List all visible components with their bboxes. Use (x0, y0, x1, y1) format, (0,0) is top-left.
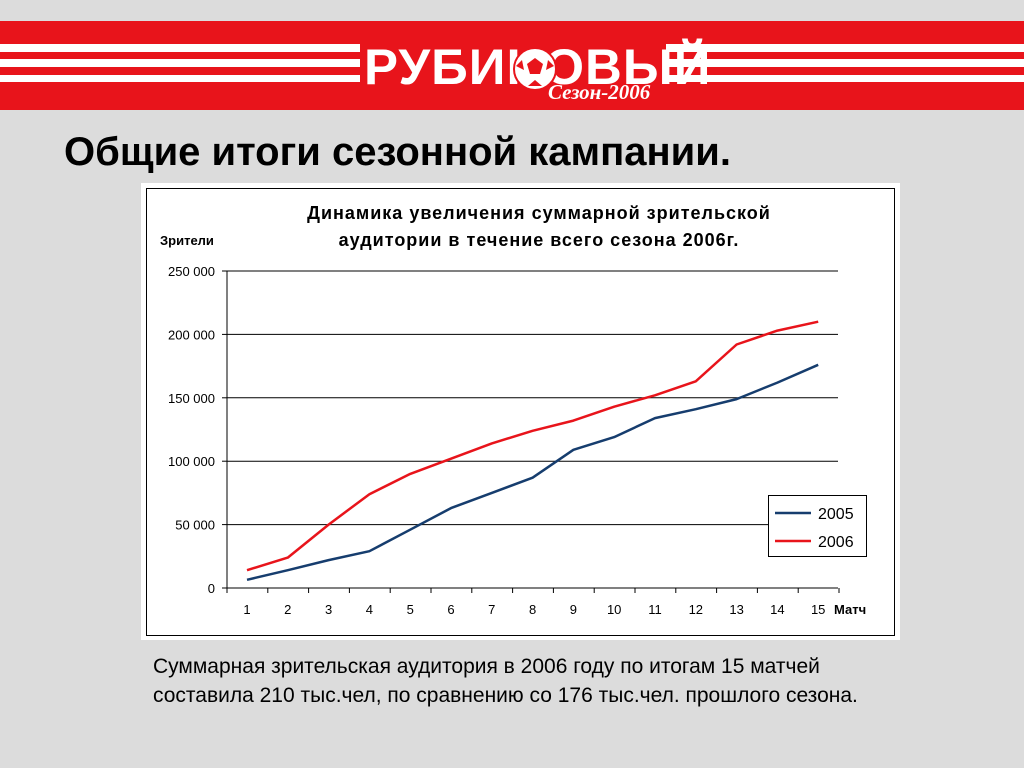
banner-red-stripe (0, 21, 1024, 44)
chart-panel: Динамика увеличения суммарной зрительско… (141, 183, 900, 640)
x-tick-label: 12 (689, 602, 703, 617)
x-axis-label: Матч (834, 602, 866, 617)
chart-frame (146, 188, 895, 636)
legend-label-2006: 2006 (818, 534, 854, 551)
y-axis-label: Зрители (160, 233, 214, 248)
y-tick-label: 200 000 (168, 327, 215, 342)
y-tick-label: 50 000 (175, 518, 215, 533)
logo-background (360, 44, 666, 110)
y-tick-label: 150 000 (168, 391, 215, 406)
page-title: Общие итоги сезонной кампании. (64, 130, 731, 174)
x-tick-label: 8 (529, 602, 536, 617)
series-line-2005 (246, 363, 819, 582)
legend-box (768, 495, 867, 557)
x-tick-label: 15 (811, 602, 825, 617)
x-tick-label: 14 (770, 602, 784, 617)
football-icon (513, 47, 557, 91)
x-tick-label: 13 (729, 602, 743, 617)
line-chart: Динамика увеличения суммарной зрительско… (146, 188, 895, 636)
x-tick-label: 3 (325, 602, 332, 617)
x-tick-label: 2 (284, 602, 291, 617)
x-tick-label: 10 (607, 602, 621, 617)
header-banner: РУБИНОВЫЙ Сезон-2006 (0, 0, 1024, 112)
y-tick-label: 250 000 (168, 264, 215, 279)
x-tick-label: 5 (407, 602, 414, 617)
summary-caption: Суммарная зрительская аудитория в 2006 г… (153, 655, 858, 707)
legend-label-2005: 2005 (818, 506, 854, 523)
chart-title-line: аудитории в течение всего сезона 2006г. (339, 230, 740, 250)
x-tick-label: 7 (488, 602, 495, 617)
chart-title-line: Динамика увеличения суммарной зрительско… (307, 203, 771, 223)
x-tick-label: 4 (366, 602, 373, 617)
series-line-2006 (246, 320, 819, 572)
x-tick-label: 9 (570, 602, 577, 617)
logo-subtitle: Сезон-2006 (548, 80, 651, 104)
x-tick-label: 1 (243, 602, 250, 617)
y-tick-label: 100 000 (168, 454, 215, 469)
x-tick-label: 6 (447, 602, 454, 617)
y-tick-label: 0 (208, 581, 215, 596)
x-tick-label: 11 (648, 602, 662, 617)
